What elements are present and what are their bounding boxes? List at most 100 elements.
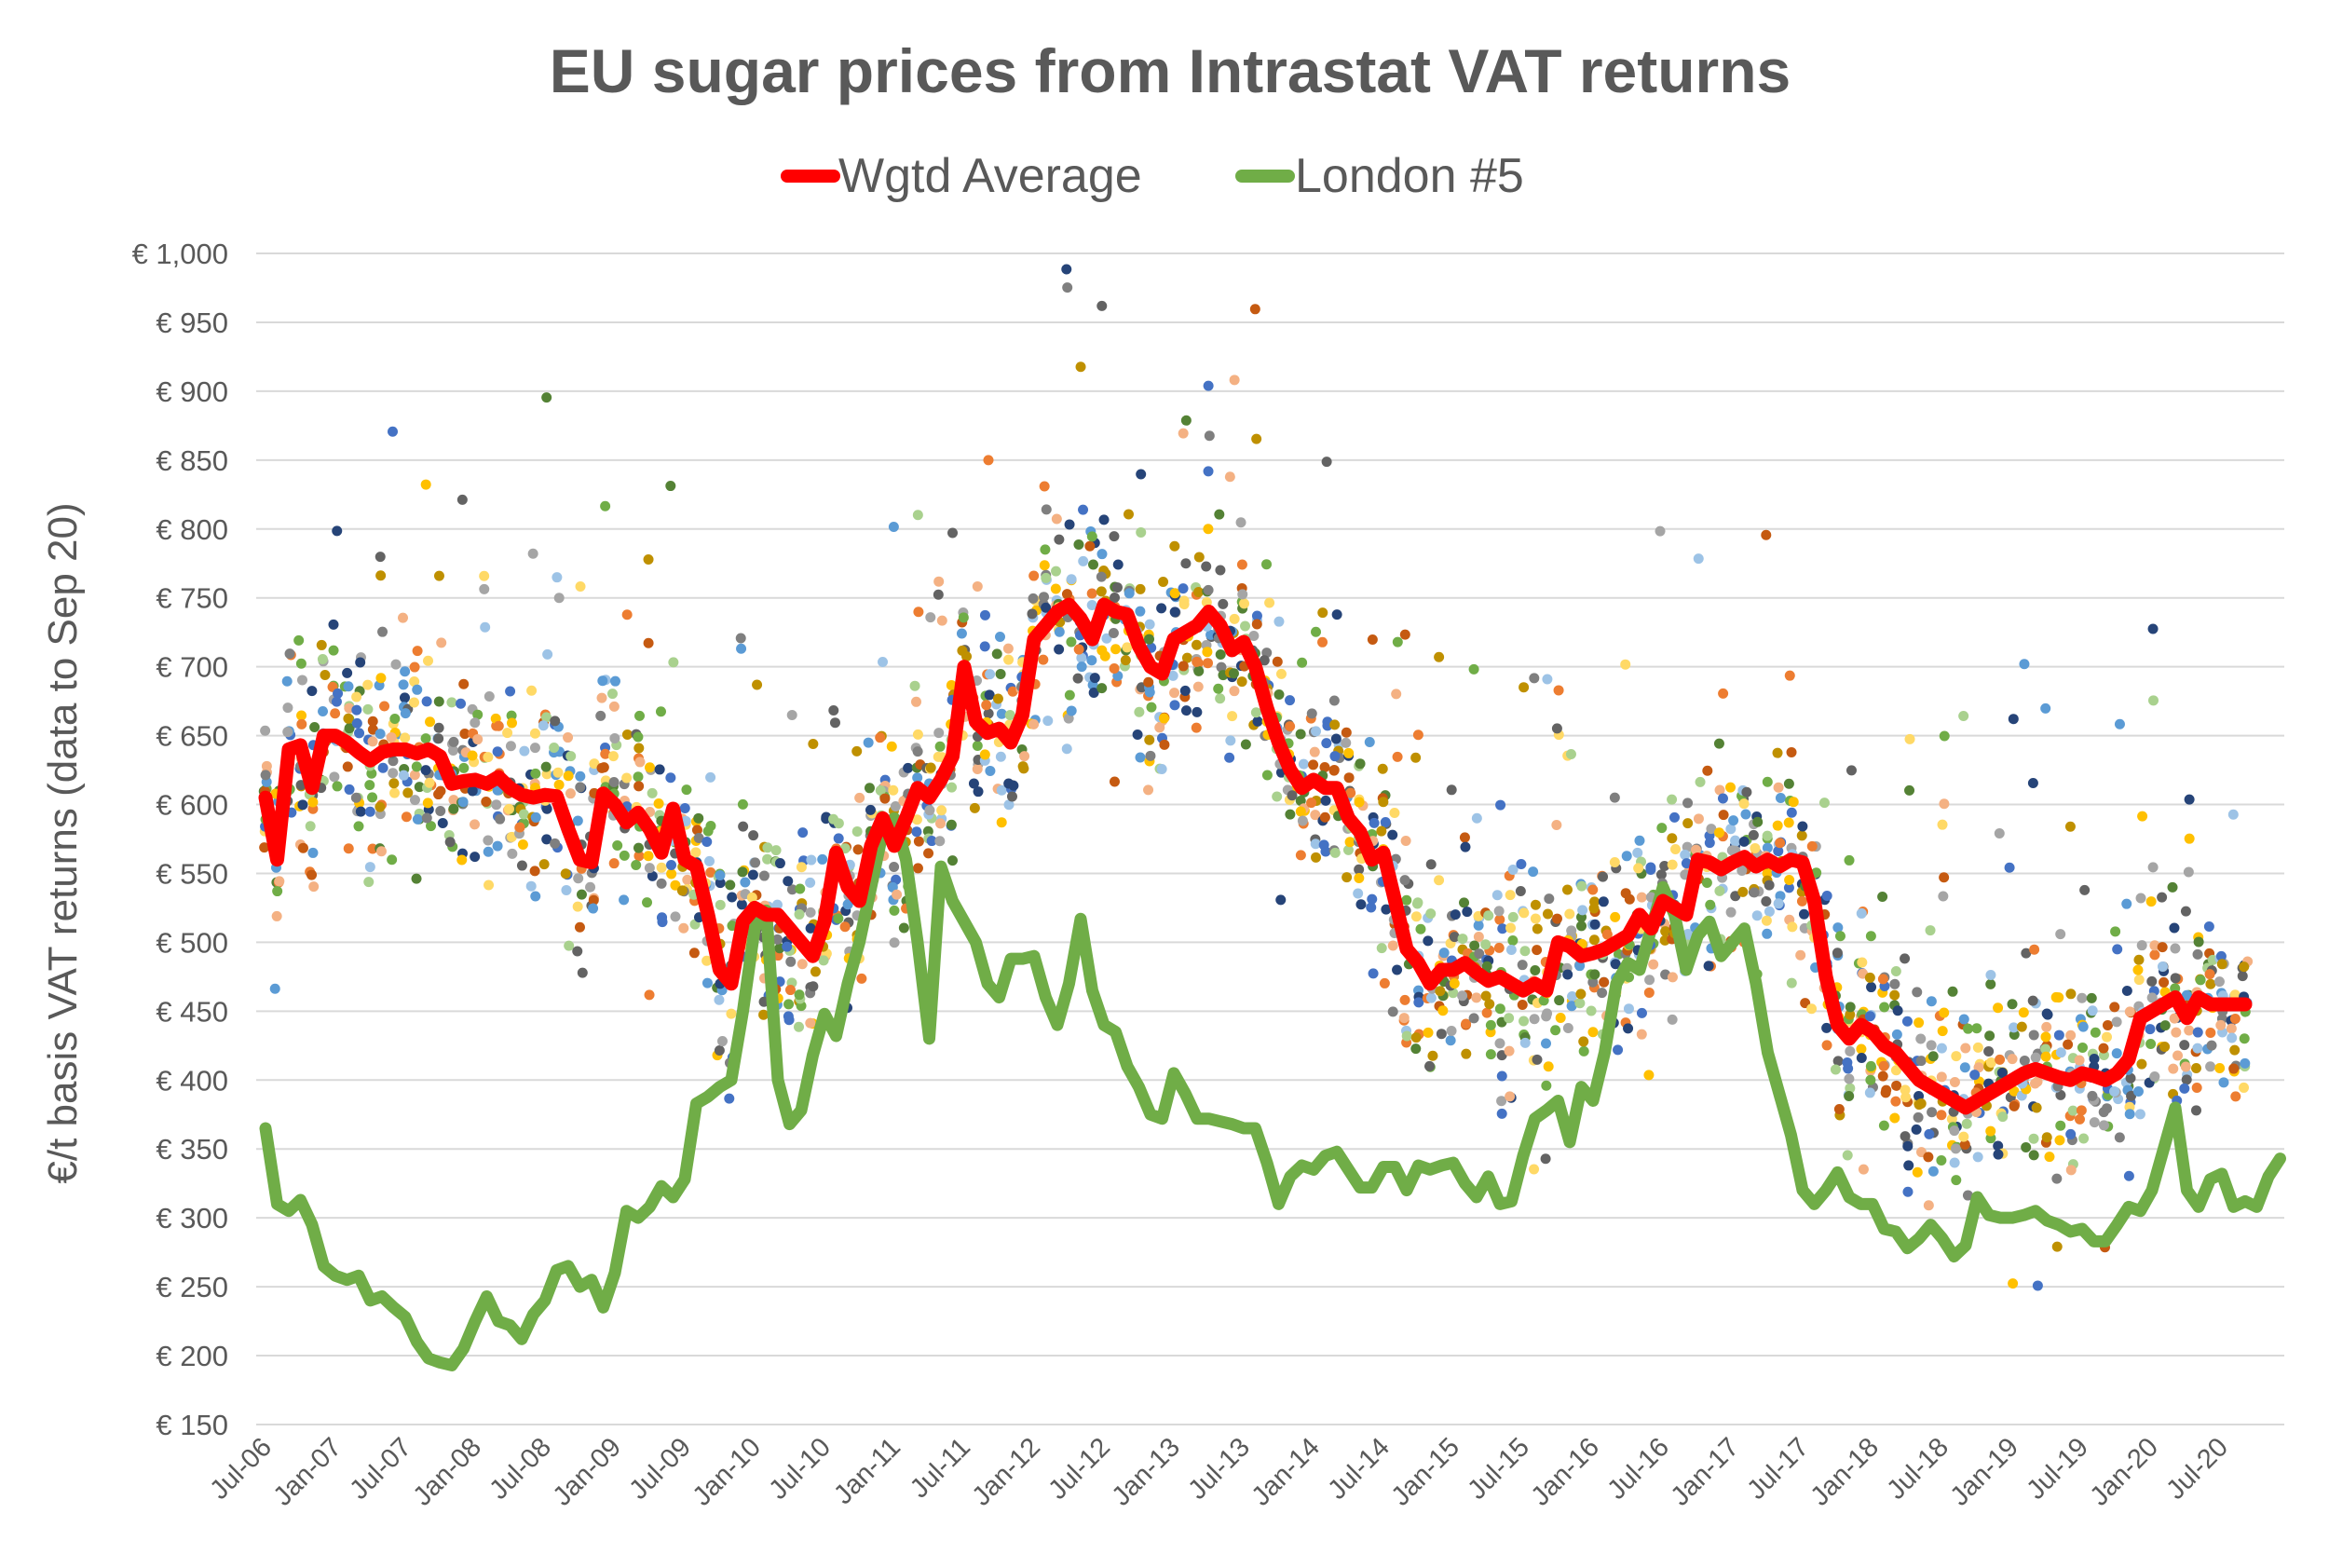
scatter-point [2077, 1021, 2089, 1032]
scatter-point [1471, 812, 1482, 824]
scatter-point [1179, 685, 1191, 696]
scatter-point [633, 731, 644, 743]
scatter-point [507, 717, 518, 729]
scatter-point [1877, 1070, 1888, 1082]
scatter-point [1962, 1190, 1973, 1201]
scatter-point [398, 770, 409, 781]
scatter-point [1484, 999, 1495, 1010]
scatter-point [1178, 661, 1189, 672]
scatter-point [1399, 629, 1410, 640]
scatter-point [1272, 791, 1283, 802]
scatter-point [1890, 1065, 1901, 1076]
scatter-point [1958, 1131, 1969, 1142]
scatter-point [1054, 534, 1065, 545]
scatter-point [1392, 751, 1403, 762]
scatter-point [913, 607, 924, 618]
scatter-point [808, 981, 819, 992]
x-tick-label: Jul-17 [1741, 1432, 1814, 1505]
scatter-point [1311, 726, 1322, 737]
legend-label-london-5: London #5 [1295, 149, 1524, 203]
scatter-point [1891, 1080, 1902, 1091]
scatter-point [653, 798, 664, 810]
scatter-point [1201, 561, 1212, 572]
scatter-point [518, 809, 529, 820]
scatter-point [1159, 739, 1170, 750]
scatter-point [519, 745, 530, 757]
scatter-point [1566, 925, 1577, 936]
scatter-point [1144, 619, 1155, 630]
scatter-point [1889, 1112, 1900, 1124]
scatter-point [1551, 820, 1562, 831]
scatter-point [1169, 588, 1180, 599]
scatter-point [933, 751, 944, 762]
scatter-point [446, 697, 457, 708]
scatter-point [1505, 922, 1517, 934]
scatter-point [507, 848, 518, 859]
scatter-point [1655, 525, 1666, 537]
scatter-point [400, 732, 411, 743]
scatter-point [691, 825, 702, 836]
scatter-point [343, 713, 354, 724]
scatter-point [1532, 1054, 1543, 1065]
scatter-point [2028, 1133, 2039, 1144]
scatter-point [1480, 990, 1491, 1002]
scatter-point [842, 899, 853, 910]
scatter-point [575, 770, 586, 782]
scatter-point [631, 860, 642, 871]
scatter-point [421, 696, 432, 707]
scatter-point [2149, 949, 2160, 961]
scatter-point [1786, 807, 1797, 818]
scatter-point [457, 797, 469, 808]
scatter-point [1576, 880, 1587, 892]
scatter-point [1725, 907, 1737, 918]
scatter-point [903, 762, 914, 773]
scatter-point [933, 589, 944, 600]
scatter-point [2181, 1074, 2192, 1085]
scatter-point [1193, 552, 1205, 563]
scatter-point [704, 855, 715, 866]
scatter-point [679, 802, 690, 813]
scatter-point [366, 768, 377, 779]
scatter-point [541, 803, 552, 814]
scatter-point [2007, 1054, 2018, 1065]
y-tick-label: € 400 [156, 1064, 228, 1097]
scatter-point [1203, 524, 1214, 535]
scatter-point [934, 741, 946, 752]
scatter-point [1368, 968, 1379, 979]
scatter-point [1224, 752, 1235, 763]
scatter-point [785, 956, 797, 967]
scatter-point [656, 878, 667, 889]
scatter-point [575, 782, 586, 793]
scatter-point [796, 862, 807, 873]
scatter-point [1530, 913, 1541, 924]
scatter-point [1387, 1006, 1398, 1017]
scatter-point [2018, 1007, 2029, 1018]
scatter-point [526, 685, 538, 696]
x-tick-label: Jan-17 [1666, 1432, 1745, 1511]
scatter-point [1028, 593, 1039, 604]
scatter-point [1969, 1070, 1981, 1081]
scatter-point [1775, 838, 1786, 849]
scatter-point [1915, 1098, 1927, 1110]
y-tick-label: € 750 [156, 582, 228, 615]
scatter-point [1135, 583, 1146, 594]
scatter-point [805, 1017, 816, 1029]
scatter-point [979, 749, 990, 760]
scatter-point [318, 705, 329, 716]
scatter-point [1985, 978, 1996, 989]
scatter-point [1889, 978, 1900, 989]
scatter-point [1485, 1019, 1496, 1030]
scatter-point [912, 510, 923, 521]
scatter-point [2055, 929, 2066, 940]
scatter-point [2019, 659, 2030, 670]
scatter-point [714, 1045, 725, 1057]
scatter-point [1857, 957, 1868, 968]
scatter-point [1061, 264, 1072, 275]
scatter-point [1761, 915, 1772, 926]
scatter-point [1587, 976, 1599, 988]
scatter-point [470, 819, 481, 830]
scatter-point [2125, 1072, 2136, 1084]
scatter-point [1252, 716, 1263, 727]
scatter-point [588, 903, 599, 914]
scatter-point [1229, 613, 1240, 624]
